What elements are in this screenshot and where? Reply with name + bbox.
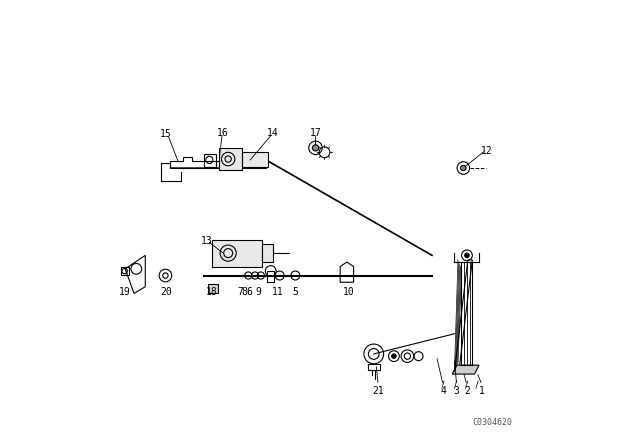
Circle shape: [461, 165, 466, 171]
Bar: [267, 271, 275, 282]
Text: 14: 14: [267, 128, 279, 138]
Text: 21: 21: [372, 386, 384, 396]
Text: 18: 18: [205, 287, 218, 297]
Text: 6: 6: [246, 287, 252, 297]
Text: 8: 8: [241, 287, 247, 297]
Polygon shape: [170, 157, 266, 168]
Polygon shape: [454, 260, 472, 372]
Text: 16: 16: [216, 128, 228, 138]
Polygon shape: [340, 262, 353, 282]
Bar: [262, 244, 273, 262]
Text: 20: 20: [161, 287, 172, 297]
Text: 10: 10: [343, 287, 355, 297]
Bar: [208, 284, 218, 293]
Bar: [204, 154, 216, 167]
Text: 5: 5: [292, 287, 298, 297]
Text: 9: 9: [255, 287, 261, 297]
Text: 17: 17: [310, 128, 321, 138]
Polygon shape: [125, 255, 145, 293]
Text: 7: 7: [237, 287, 243, 297]
Text: C0304620: C0304620: [472, 418, 513, 426]
Bar: [121, 267, 129, 275]
Text: 12: 12: [481, 146, 493, 156]
Bar: [242, 152, 269, 167]
Text: 1: 1: [479, 386, 485, 396]
Polygon shape: [368, 364, 380, 370]
Text: 4: 4: [440, 386, 446, 396]
Polygon shape: [452, 365, 479, 374]
Text: 19: 19: [119, 287, 131, 297]
Bar: [212, 240, 262, 267]
Text: 15: 15: [159, 129, 172, 139]
Circle shape: [392, 354, 396, 358]
Text: 2: 2: [464, 386, 470, 396]
Text: 13: 13: [201, 236, 213, 246]
Circle shape: [312, 145, 319, 151]
Text: 11: 11: [271, 287, 284, 297]
Text: 3: 3: [454, 386, 460, 396]
Bar: [220, 148, 242, 170]
Circle shape: [465, 253, 469, 258]
